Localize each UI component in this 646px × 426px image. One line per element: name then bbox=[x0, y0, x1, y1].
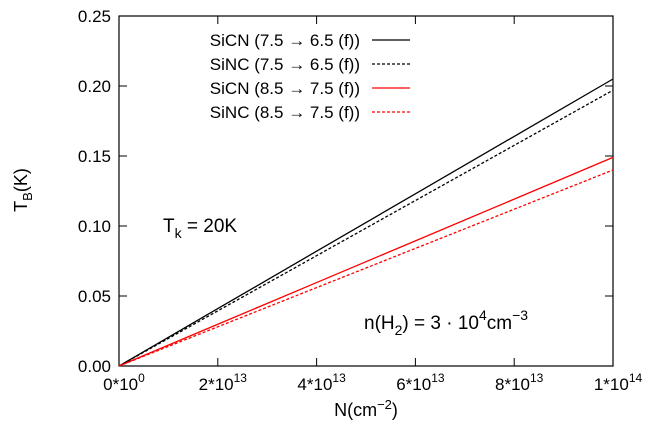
y-axis-label: TB(K) bbox=[11, 168, 35, 212]
x-tick-label: 8*1013 bbox=[495, 371, 544, 394]
x-axis-ticks: 0*100 2*1013 4*1013 6*1013 8*1013 1*1014 bbox=[103, 16, 642, 394]
x-tick-exponent: 13 bbox=[234, 371, 248, 385]
legend-label: SiCN (8.5 → 7.5 (f)) bbox=[210, 79, 360, 98]
legend-label: SiCN (7.5 → 6.5 (f)) bbox=[210, 31, 360, 50]
series-line-3 bbox=[118, 169, 614, 367]
series-line-1 bbox=[118, 89, 614, 367]
y-axis-ticks: 0.00 0.05 0.10 0.15 0.20 0.25 bbox=[78, 7, 613, 376]
x-tick-exponent: 13 bbox=[431, 371, 445, 385]
y-tick-label: 0.05 bbox=[78, 287, 111, 306]
legend: SiCN (7.5 → 6.5 (f)) SiNC (7.5 → 6.5 (f))… bbox=[210, 31, 410, 122]
legend-label: SiNC (8.5 → 7.5 (f)) bbox=[210, 103, 360, 122]
x-tick-label: 4*1013 bbox=[297, 371, 346, 394]
x-tick-base: 0*10 bbox=[103, 375, 138, 394]
x-tick-base: 8*10 bbox=[495, 375, 530, 394]
x-tick-exponent: 13 bbox=[530, 371, 544, 385]
density-annotation: n(H2) = 3 · 104cm−3 bbox=[364, 307, 528, 338]
x-axis-label: N(cm−2) bbox=[334, 397, 398, 420]
x-tick-base: 6*10 bbox=[396, 375, 431, 394]
temperature-annotation: Tk = 20K bbox=[163, 216, 237, 241]
y-tick-label: 0.15 bbox=[78, 147, 111, 166]
y-tick-label: 0.20 bbox=[78, 77, 111, 96]
series-line-2 bbox=[118, 156, 614, 367]
series-layer bbox=[118, 78, 614, 367]
series-line-0 bbox=[118, 78, 614, 367]
x-tick-base: 4*10 bbox=[297, 375, 332, 394]
x-tick-base: 2*10 bbox=[199, 375, 234, 394]
x-tick-label: 0*100 bbox=[103, 371, 145, 394]
y-tick-label: 0.10 bbox=[78, 217, 111, 236]
legend-label: SiNC (7.5 → 6.5 (f)) bbox=[210, 55, 360, 74]
x-tick-label: 1*1014 bbox=[594, 371, 643, 394]
y-tick-label: 0.00 bbox=[78, 357, 111, 376]
plot-frame bbox=[118, 15, 614, 367]
x-tick-exponent: 0 bbox=[138, 371, 145, 385]
x-tick-label: 2*1013 bbox=[199, 371, 248, 394]
x-tick-exponent: 13 bbox=[332, 371, 346, 385]
x-tick-base: 1*10 bbox=[594, 375, 629, 394]
y-tick-label: 0.25 bbox=[78, 7, 111, 26]
x-tick-label: 6*1013 bbox=[396, 371, 445, 394]
x-tick-exponent: 14 bbox=[629, 371, 643, 385]
